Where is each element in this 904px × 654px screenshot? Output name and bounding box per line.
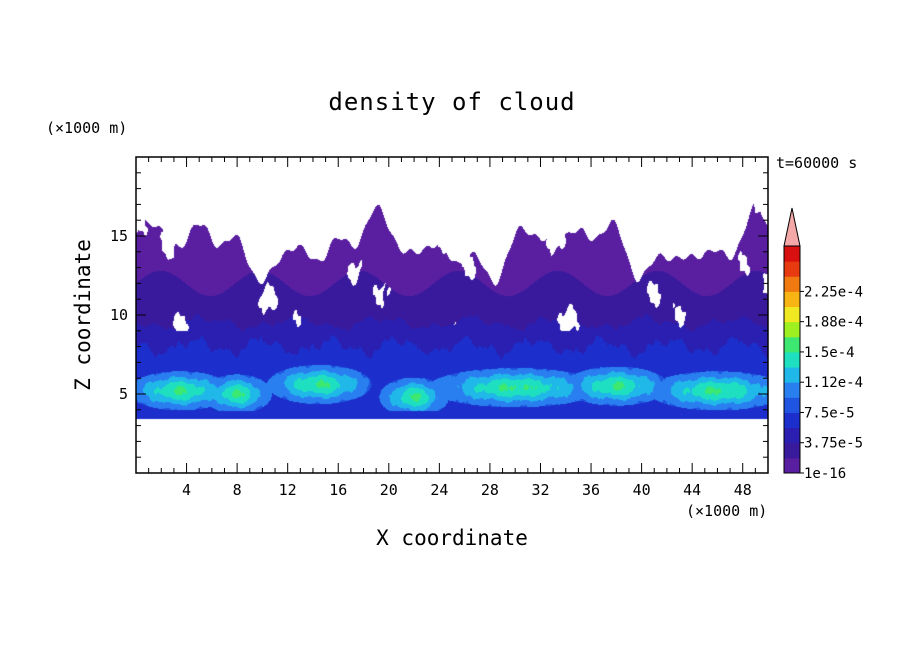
x-tick-label: 16 [329,481,347,499]
x-tick-label: 20 [380,481,398,499]
x-axis: 4 8 12 16 20 24 28 32 36 40 44 48 [148,157,756,499]
cloud-density-raster [136,157,768,473]
colorbar-swatch [784,246,800,262]
x-tick-label: 8 [233,481,242,499]
x-tick-label: 24 [430,481,448,499]
colorbar-label: 1.5e-4 [804,345,855,361]
chart-title: density of cloud [328,88,576,116]
y-tick-label: 15 [110,227,128,245]
colorbar-swatch [784,276,800,292]
colorbar-swatch [784,351,800,368]
colorbar-swatch [784,321,800,338]
colorbar-swatch [784,397,800,413]
colorbar-overflow-arrow [783,207,801,247]
y-tick-label: 5 [119,385,128,403]
x-tick-label: 4 [182,481,191,499]
colorbar-swatch [784,306,800,323]
colorbar-swatch [784,336,800,353]
y-tick-label: 10 [110,306,128,324]
colorbar: 1e-16 3.75e-5 7.5e-5 1.12e-4 1.5e-4 1.88e-4 2.… [783,207,863,482]
x-tick-label: 40 [633,481,651,499]
colorbar-swatch [784,261,800,277]
colorbar-swatch [784,291,800,308]
x-axis-label: X coordinate [376,526,528,550]
colorbar-label: 2.25e-4 [804,284,863,300]
colorbar-frame [783,245,801,474]
x-tick-label: 44 [683,481,701,499]
colorbar-label: 1.88e-4 [804,315,863,331]
colorbar-label: 7.5e-5 [804,405,855,421]
x-tick-label: 12 [279,481,297,499]
x-tick-label: 36 [582,481,600,499]
x-tick-label: 28 [481,481,499,499]
y-unit-label: (×1000 m) [46,119,128,137]
colorbar-swatch [784,442,800,459]
cloud-field [136,157,768,473]
colorbar-label: 1e-16 [804,466,846,482]
colorbar-swatch [784,427,800,444]
time-label: t=60000 s [776,154,858,172]
colorbar-swatch [784,457,800,474]
colorbar-label: 1.12e-4 [804,375,863,391]
colorbar-swatch [784,412,800,429]
colorbar-swatch [784,367,800,383]
x-tick-label: 48 [734,481,752,499]
colorbar-label: 3.75e-5 [804,436,863,452]
x-tick-label: 32 [531,481,549,499]
x-unit-label: (×1000 m) [686,502,768,520]
y-axis: 5 10 15 [110,172,768,458]
colorbar-swatch [784,382,800,398]
